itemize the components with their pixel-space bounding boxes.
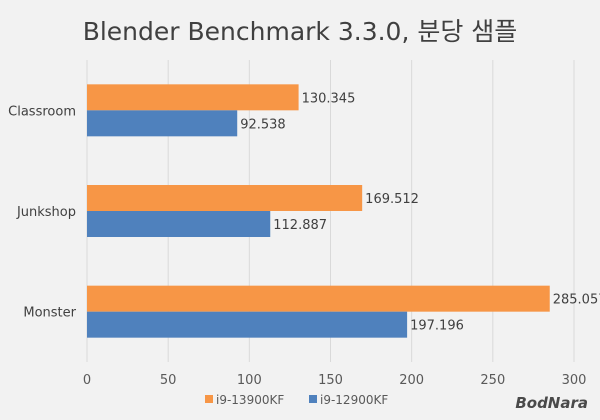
watermark-text: BodNara — [515, 394, 588, 412]
x-tick-label: 200 — [399, 373, 424, 388]
data-label: 130.345 — [302, 91, 356, 106]
chart-title: Blender Benchmark 3.3.0, 분당 샘플 — [83, 17, 518, 46]
data-label: 169.512 — [365, 192, 419, 207]
bar-classroom-series1 — [87, 84, 299, 111]
legend-label: i9-12900KF — [320, 393, 388, 407]
legend-swatch — [309, 395, 317, 403]
bar-monster-series1 — [87, 285, 550, 312]
bar-junkshop-series2 — [87, 211, 271, 237]
x-tick-label: 150 — [318, 373, 343, 388]
data-labels: 130.345 92.538 169.512 112.887 285.057 197.19… — [240, 91, 600, 333]
x-tick-label: 0 — [83, 373, 91, 388]
category-label: Junkshop — [16, 205, 76, 220]
category-label: Classroom — [8, 104, 76, 119]
x-tick-label: 300 — [562, 373, 587, 388]
data-label: 197.196 — [410, 319, 464, 334]
x-tick-label: 100 — [237, 373, 262, 388]
x-tick-label: 50 — [160, 373, 177, 388]
bar-classroom-series2 — [87, 110, 238, 137]
data-label: 92.538 — [240, 117, 286, 132]
data-label: 285.057 — [553, 293, 600, 308]
bar-monster-series2 — [87, 311, 408, 338]
x-tick-label: 250 — [480, 373, 505, 388]
legend: i9-13900KF i9-12900KF — [205, 393, 388, 407]
x-axis-ticks: 0 50 100 150 200 250 300 — [83, 373, 587, 388]
data-label: 112.887 — [273, 218, 327, 233]
bars — [87, 84, 550, 338]
legend-label: i9-13900KF — [216, 393, 284, 407]
category-label: Monster — [23, 306, 76, 321]
bar-junkshop-series1 — [87, 185, 363, 211]
watermark: BodNara — [515, 394, 588, 412]
legend-swatch — [205, 395, 213, 403]
category-labels: Classroom Junkshop Monster — [8, 104, 76, 320]
